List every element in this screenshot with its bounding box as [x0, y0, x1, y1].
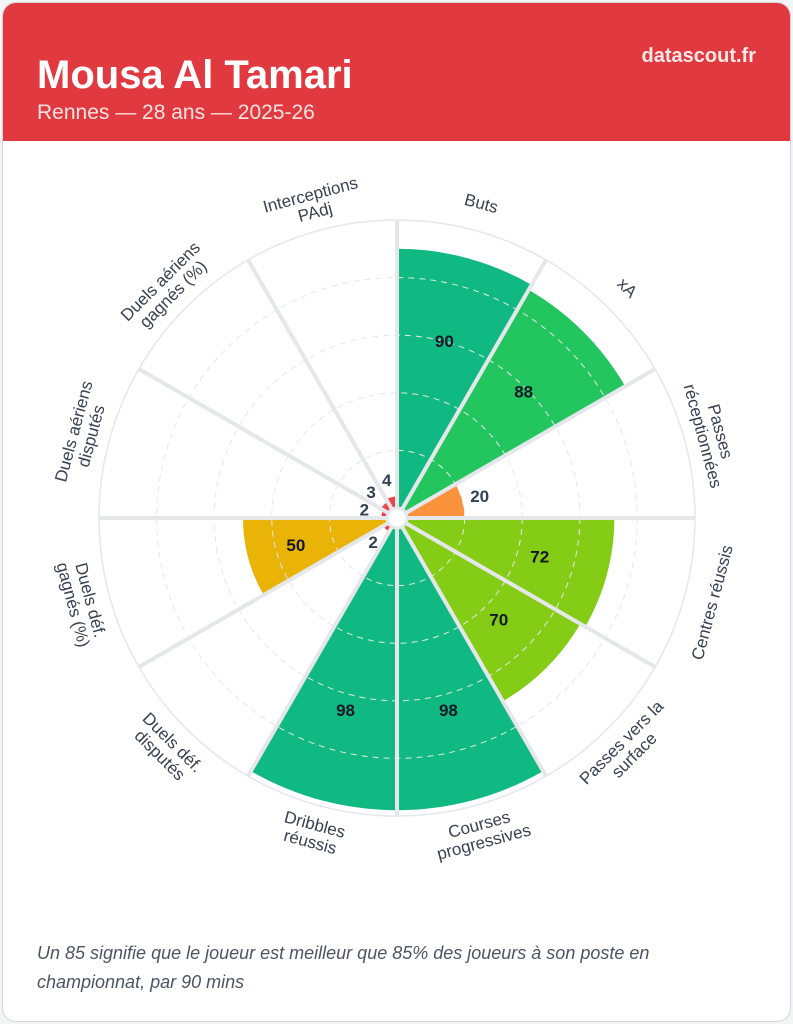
value-label: 90 — [435, 332, 454, 351]
spoke — [137, 516, 398, 669]
category-label: Duels déf.disputés — [126, 709, 206, 789]
pizza-chart: 90 Buts 88 xA 20 Passesréceptionnées 72 Centres… — [51, 173, 743, 864]
category-label: Duels aériensgagnés (%) — [117, 238, 217, 338]
value-label: 70 — [489, 611, 508, 630]
center-hub — [385, 506, 409, 530]
value-label: 20 — [470, 487, 489, 506]
player-subtitle: Rennes — 28 ans — 2025-26 — [37, 101, 315, 124]
brand-link[interactable]: datascout.fr — [641, 45, 756, 67]
wedge-bar — [397, 518, 581, 702]
spoke — [137, 367, 398, 520]
category-label-line: xA — [613, 274, 641, 302]
spoke — [246, 516, 399, 778]
category-label-line: Centres réussis — [688, 543, 737, 662]
category-label: Duels aériensdisputés — [51, 379, 114, 489]
wedge-bar — [243, 518, 397, 595]
spoke — [395, 516, 548, 778]
wedge-bar — [397, 518, 615, 627]
value-label: 98 — [439, 701, 458, 720]
value-label: 4 — [382, 471, 392, 490]
spoke — [395, 258, 548, 520]
category-label: Buts — [462, 190, 500, 217]
spoke — [395, 516, 657, 669]
value-label: 2 — [368, 533, 377, 552]
category-label: InterceptionsPAdj — [261, 173, 365, 234]
category-label: Passesréceptionnées — [680, 377, 743, 490]
footer-note: Un 85 signifie que le joueur est meilleu… — [37, 943, 650, 992]
value-label: 72 — [530, 547, 549, 566]
category-label: Duels déf.gagnés (%) — [53, 556, 111, 650]
category-label: xA — [613, 274, 641, 302]
value-label: 2 — [360, 500, 369, 519]
category-label: Centres réussis — [688, 543, 737, 662]
category-label-line: Buts — [462, 190, 500, 217]
value-label: 50 — [286, 536, 305, 555]
wedge-bar — [397, 289, 626, 518]
spoke — [246, 258, 399, 520]
category-label: Passes vers lasurface — [576, 696, 681, 801]
category-label: Dribblesréussis — [278, 807, 348, 859]
wedge-bar — [250, 518, 397, 811]
wedge-bar — [397, 518, 544, 811]
spoke — [395, 367, 657, 520]
value-label: 3 — [366, 483, 375, 502]
value-label: 88 — [514, 382, 533, 401]
value-label: 98 — [336, 701, 355, 720]
player-name: Mousa Al Tamari — [37, 53, 353, 97]
wedge-bar — [397, 248, 532, 519]
header: Mousa Al Tamari Rennes — 28 ans — 2025-2… — [3, 3, 790, 141]
